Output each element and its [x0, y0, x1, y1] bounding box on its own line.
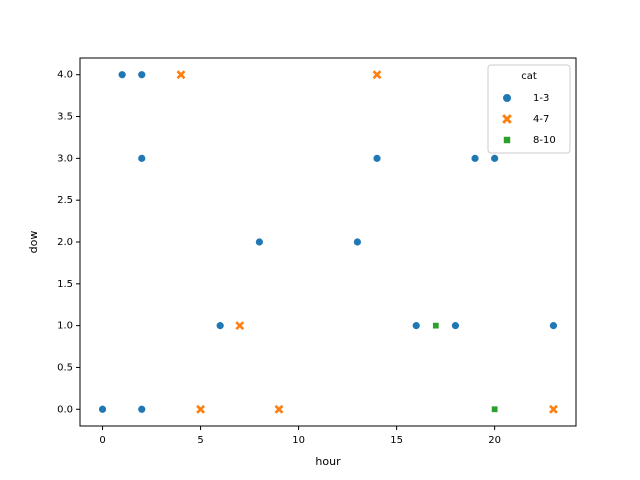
y-tick-label: 2.5: [57, 195, 73, 206]
point: [196, 404, 205, 414]
legend-marker: [502, 114, 512, 124]
y-axis-label: dow: [27, 231, 40, 254]
x-tick-label: 5: [197, 435, 203, 446]
point: [215, 321, 225, 331]
y-tick-label: 0.0: [57, 404, 73, 415]
point: [235, 321, 245, 331]
point: [274, 404, 284, 414]
legend-label: 8-10: [533, 135, 556, 146]
legend-box: [487, 64, 571, 154]
legend-title: cat: [521, 71, 537, 82]
legend-label: 4-7: [533, 114, 549, 125]
y-tick-label: 3.5: [57, 112, 73, 123]
y-tick-label: 1.5: [57, 279, 73, 290]
point: [98, 404, 107, 414]
point: [137, 153, 147, 163]
y-tick-label: 1.0: [57, 321, 73, 332]
x-tick-label: 0: [99, 435, 105, 446]
point: [137, 70, 147, 80]
point: [549, 404, 558, 414]
x-axis-label: hour: [315, 455, 341, 468]
y-tick-label: 0.5: [57, 362, 73, 373]
x-tick-label: 20: [488, 435, 501, 446]
point: [372, 153, 382, 163]
point: [137, 404, 147, 414]
legend-marker: [502, 135, 512, 145]
point: [372, 70, 382, 80]
point: [490, 153, 500, 163]
y-tick-label: 4.0: [57, 70, 73, 81]
x-tick-label: 10: [292, 435, 305, 446]
point: [490, 405, 499, 413]
point: [432, 321, 440, 330]
y-tick-label: 2.0: [57, 237, 73, 248]
point: [470, 153, 480, 163]
point: [549, 321, 558, 331]
point: [176, 70, 186, 80]
y-tick-label: 3.0: [57, 153, 73, 164]
point: [117, 70, 127, 80]
point: [254, 237, 264, 247]
point: [411, 321, 421, 331]
legend-label: 1-3: [533, 93, 549, 104]
legend-marker: [502, 93, 512, 103]
point: [353, 237, 362, 247]
point: [451, 321, 460, 331]
x-tick-label: 15: [390, 435, 403, 446]
